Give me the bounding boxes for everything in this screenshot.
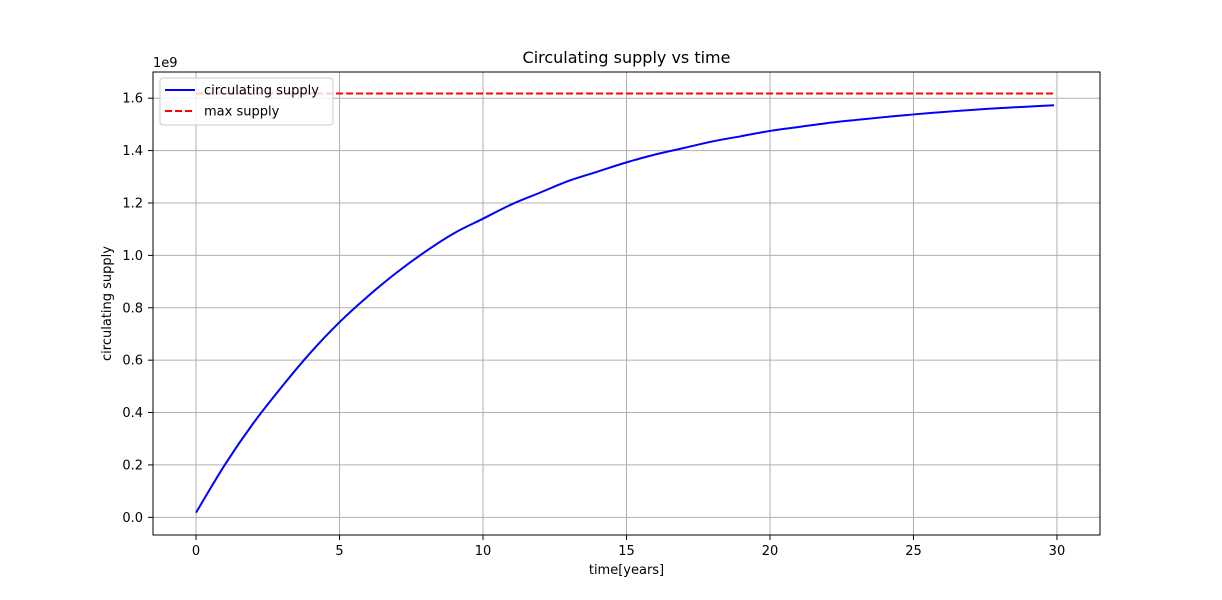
x-tick-label: 25	[905, 544, 922, 559]
y-tick-label: 0.2	[122, 458, 143, 473]
y-tick-label: 1.2	[122, 196, 143, 211]
x-tick-label: 0	[192, 544, 200, 559]
y-tick-label: 0.0	[122, 511, 143, 526]
x-axis-title: time[years]	[589, 563, 664, 578]
y-tick-label: 0.8	[122, 301, 143, 316]
legend-label-circulating-supply: circulating supply	[204, 84, 319, 99]
legend: circulating supply max supply	[159, 77, 334, 126]
legend-label-max-supply: max supply	[204, 105, 280, 120]
y-tick-label: 1.6	[122, 92, 143, 107]
x-tick-label: 15	[618, 544, 635, 559]
x-tick-label: 20	[762, 544, 779, 559]
chart-title: Circulating supply vs time	[523, 48, 731, 67]
x-tick-label: 10	[475, 544, 492, 559]
y-tick-label: 1.4	[122, 144, 143, 159]
grid	[153, 72, 1100, 535]
y-axis-scale-label: 1e9	[153, 56, 178, 71]
y-axis-title: circulating supply	[100, 246, 115, 361]
legend-box	[159, 77, 334, 126]
series-line-circulating-supply	[195, 104, 1055, 514]
y-tick-label: 1.0	[122, 249, 143, 264]
x-tick-label: 30	[1049, 544, 1066, 559]
ticks: 0 5 10 15 20 25 30 0.0 0.2 0.4 0.6 0.8 1.0 1.2 1.4 1.6	[122, 92, 1065, 559]
series-layer	[195, 92, 1055, 514]
x-tick-label: 5	[335, 544, 343, 559]
y-tick-label: 0.6	[122, 354, 143, 369]
y-tick-label: 0.4	[122, 406, 143, 421]
